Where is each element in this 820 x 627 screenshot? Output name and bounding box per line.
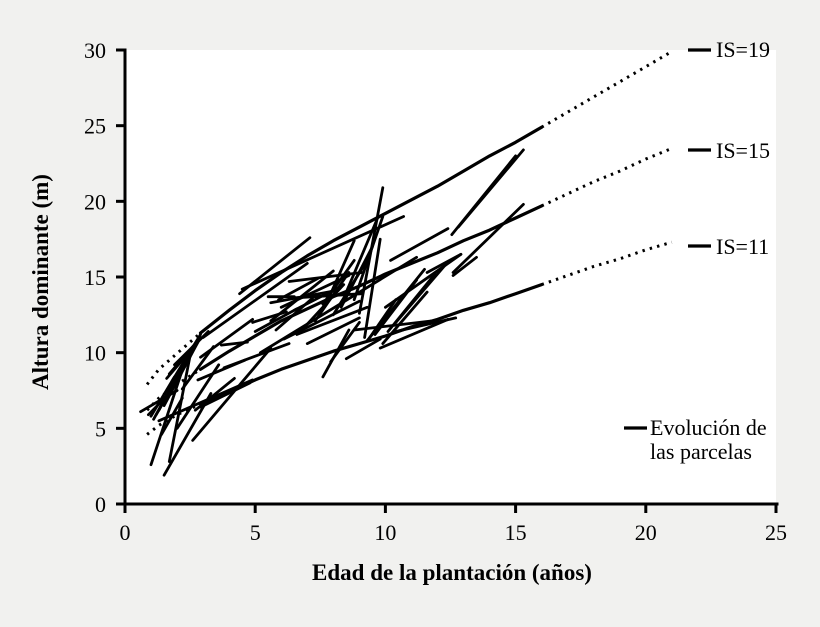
y-tick-label: 25: [84, 114, 106, 139]
legend-label-is19: IS=19: [716, 37, 770, 62]
parcel-trajectory-line: [450, 154, 517, 237]
parcel-trajectory-line: [253, 307, 299, 333]
parcel-trajectory-line: [287, 271, 364, 283]
y-tick-label: 20: [84, 189, 106, 214]
x-tick-label: 10: [374, 520, 396, 545]
parcel-trajectory-line: [344, 216, 380, 294]
parcel-trajectory-line: [240, 215, 406, 291]
parcel-trajectory-line: [295, 305, 369, 336]
site-index-curve-dotted-end-19: [540, 50, 673, 129]
parcel-trajectory-line: [339, 245, 374, 309]
parcel-trajectory-line: [180, 345, 215, 391]
parcel-trajectory-line: [329, 239, 356, 296]
parcel-trajectory-line: [344, 337, 382, 361]
x-tick-label: 20: [635, 520, 657, 545]
parcel-trajectory-line: [157, 369, 182, 412]
y-axis-title: Altura dominante (m): [28, 174, 53, 390]
parcel-trajectory-line: [321, 258, 356, 306]
site-index-curve-dotted-end-15: [540, 147, 673, 208]
parcel-trajectory-line: [357, 186, 385, 315]
parcel-trajectory-line: [201, 261, 309, 339]
legend-label-parcels-line1: Evolución de: [650, 415, 767, 440]
parcel-trajectory-line: [352, 319, 434, 332]
legend-label-is11: IS=11: [716, 234, 769, 259]
parcel-trajectory-line: [368, 298, 398, 339]
parcel-trajectory-line: [389, 227, 450, 262]
site-index-curve-19: [198, 125, 544, 335]
parcel-trajectory-line: [139, 389, 179, 414]
parcel-trajectory-line: [191, 346, 273, 442]
parcel-trajectory-line: [167, 354, 192, 464]
parcel-trajectory-line: [282, 299, 361, 341]
parcel-trajectory-line: [269, 289, 338, 305]
parcel-trajectory-line: [451, 255, 478, 277]
parcel-trajectory-line: [394, 263, 447, 324]
parcel-trajectory-line: [378, 317, 450, 350]
site-index-curve-dotted-start-19: [145, 331, 202, 386]
legend-label-parcels-line2: las parcelas: [650, 439, 752, 464]
legend-label-is15: IS=15: [716, 138, 770, 163]
parcel-trajectory-line: [425, 252, 463, 274]
y-tick-label: 30: [84, 38, 106, 63]
site-index-curve-dotted-start-15: [146, 368, 202, 412]
parcel-trajectory-line: [451, 202, 525, 274]
x-tick-label: 15: [505, 520, 527, 545]
x-tick-label: 5: [250, 520, 261, 545]
y-tick-label: 0: [95, 492, 106, 517]
parcel-trajectory-line: [383, 252, 463, 309]
site-index-curve-11: [198, 283, 544, 406]
y-tick-label: 5: [95, 416, 106, 441]
x-axis-title: Edad de la plantación (años): [312, 560, 592, 585]
plot-area: [125, 50, 776, 504]
site-index-curve-dotted-end-11: [541, 240, 673, 287]
parcel-trajectory-line: [363, 237, 382, 339]
y-tick-label: 15: [84, 265, 106, 290]
y-tick-label: 10: [84, 341, 106, 366]
x-tick-label: 25: [765, 520, 787, 545]
site-index-curve-15: [198, 204, 544, 371]
x-tick-label: 0: [120, 520, 131, 545]
parcel-trajectory-line: [222, 342, 291, 370]
parcel-trajectory-line: [305, 316, 361, 346]
